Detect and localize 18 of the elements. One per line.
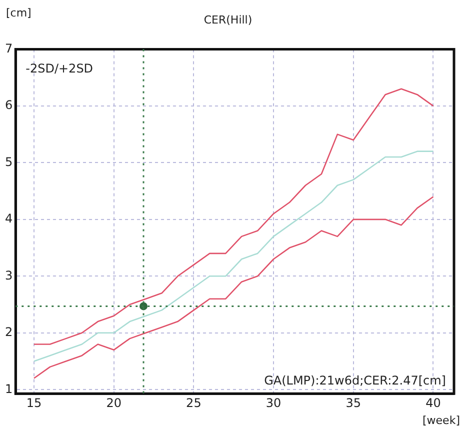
y-tick-label: 6	[4, 98, 13, 112]
x-tick-label: 40	[426, 396, 441, 410]
annotation: -2SD/+2SD	[26, 61, 94, 76]
x-tick-label: 30	[266, 396, 282, 410]
y-tick-label: 3	[4, 268, 13, 282]
x-tick-label: 20	[106, 396, 122, 410]
y-tick-label: 5	[4, 154, 13, 169]
x-tick-label: 35	[346, 396, 362, 410]
y-tick-label: 1	[4, 382, 13, 396]
x-tick-label: 15	[26, 396, 42, 410]
y-tick-label: 4	[4, 212, 13, 226]
x-tick-label: 25	[186, 396, 202, 410]
y-tick-label: 7	[4, 41, 13, 56]
y-axis-title: [cm]	[6, 6, 32, 20]
annotation: GA(LMP):21w6d;CER:2.47[cm]	[264, 374, 446, 388]
y-tick-label: 2	[4, 325, 13, 340]
x-axis-title: [week]	[422, 414, 460, 427]
chart-title: CER(Hill)	[204, 13, 252, 26]
